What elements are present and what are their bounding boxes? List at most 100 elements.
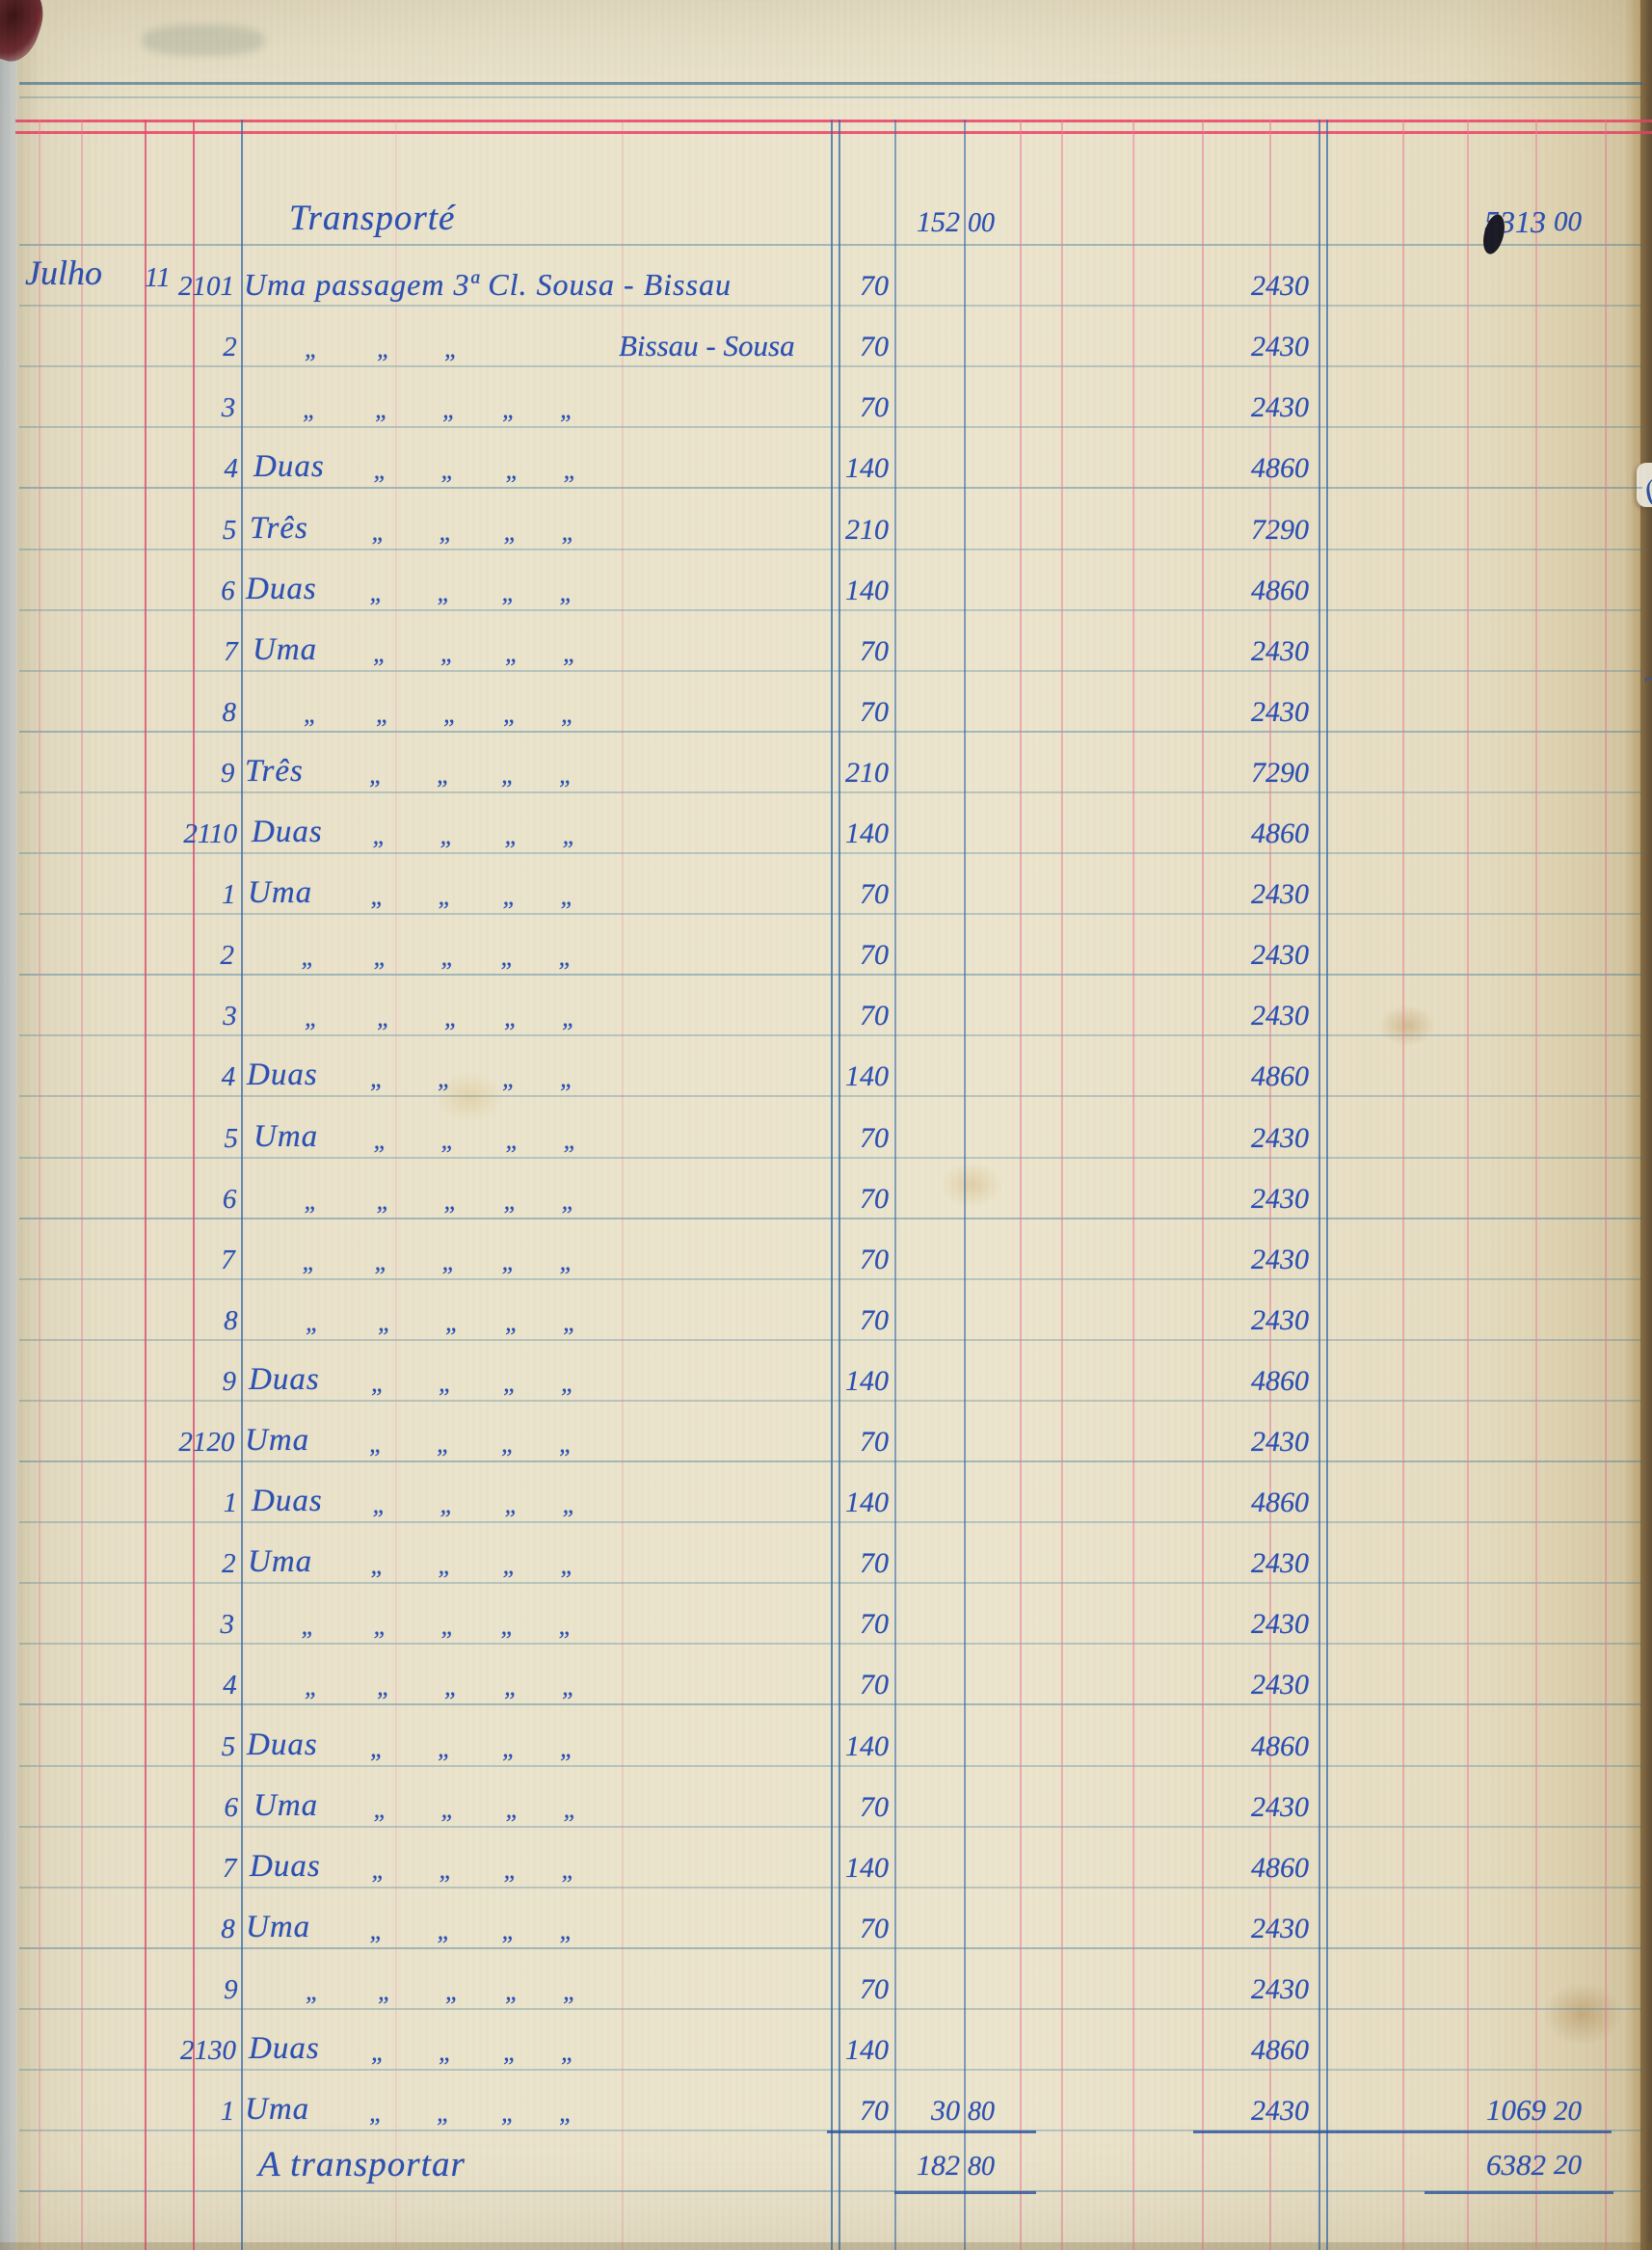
corner-ink-blotch [0,0,51,68]
row-fare: 70 [860,1243,889,1275]
row-fare: 140 [845,574,889,606]
row-fare: 70 [860,878,889,911]
row-wrd: Duas [247,1058,318,1093]
ditto-mark: „ [503,517,518,546]
ledger-row: 8 „ „ „ „ „ 70 2430 [0,1293,1652,1339]
row-wrd: Duas [252,815,323,849]
row-val: 4860 [1251,452,1309,485]
ditto-mark: „ [505,1125,520,1154]
row-fare: 140 [845,1364,889,1397]
ditto-mark: „ [441,1246,456,1275]
ditto-mark: „ [304,699,318,728]
ditto-mark: „ [559,1430,573,1458]
ditto-mark: „ [559,2099,573,2128]
day-number: 11 [145,262,171,293]
row-tkt: 1 [223,1487,238,1519]
column-rule [1605,120,1607,2250]
ledger-row: 2120 Uma „ „ „ „ 70 2430 [0,1414,1652,1460]
row-wrd: Uma [253,1787,319,1823]
column-rule [1535,120,1537,2250]
ditto-mark: „ [563,1976,577,2005]
row-val: 4860 [1251,1487,1309,1519]
ledger-row: 5 Três „ „ „ „ 210 7290 [0,502,1652,549]
row-val: 2430 [1251,1426,1309,1458]
ditto-mark: „ [445,1976,460,2005]
ditto-mark: „ [304,1186,318,1215]
ditto-mark: „ [305,1673,319,1701]
ditto-mark: „ [438,1551,452,1580]
ditto-mark: „ [376,1186,390,1215]
column-rule [81,120,83,2250]
ditto-mark: „ [504,821,519,849]
carried-forward-amount: 152 [917,206,960,238]
ditto-mark: „ [369,1430,384,1458]
row-tkt: 4 [223,1670,237,1701]
ditto-mark: „ [505,1307,520,1336]
row-val: 2430 [1251,878,1309,911]
ditto-mark: „ [561,517,575,546]
row-tkt: 2 [220,940,235,972]
ditto-mark: „ [373,456,387,485]
row-val: 4860 [1251,574,1309,606]
row-fare: 70 [860,1182,889,1215]
ditto-mark: „ [373,638,387,667]
ledger-row: 9 Três „ „ „ „ 210 7290 [0,745,1652,791]
row-fare: 70 [860,1912,889,1944]
month-label: Julho [25,254,102,292]
ledger-row: 4 „ „ „ „ „ 70 2430 [0,1657,1652,1703]
ledger-row: 2130 Duas „ „ „ „ 140 4860 [0,2022,1652,2069]
sum-underline [894,2191,1036,2194]
ledger-row: 4 Duas „ „ „ „ 140 4860 [0,441,1652,487]
row-val: 2430 [1251,1669,1309,1701]
row-val: 2430 [1251,1912,1309,1944]
row-wrd: Uma [248,1544,313,1580]
row-wrd: Três [245,753,304,789]
ditto-mark: „ [560,882,574,911]
ditto-mark: „ [561,1855,575,1884]
ditto-mark: „ [502,1064,517,1093]
row-fare: 70 [860,331,889,363]
ditto-mark: „ [561,1186,575,1215]
ditto-mark: „ [437,1915,451,1944]
row-fare: 70 [860,1121,889,1154]
ditto-mark: „ [440,1125,455,1154]
row-tkt: 9 [220,757,235,789]
column-rule [145,120,147,2250]
column-rule [1269,120,1271,2250]
ditto-mark: „ [444,335,459,363]
ditto-mark: „ [371,517,386,546]
ditto-mark: „ [559,760,573,789]
row-fare: 70 [860,1790,889,1823]
row-tkt: 6 [221,575,235,606]
row-tkt: 8 [224,1304,238,1336]
ditto-mark: „ [437,2099,451,2128]
ledger-row: 4 Duas „ „ „ „ 140 4860 [0,1049,1652,1095]
column-rule [622,120,624,2250]
row-val: 2430 [1251,1790,1309,1823]
row-tkt: 7 [221,1244,235,1275]
ditto-mark: „ [563,1307,577,1336]
ditto-mark: „ [559,577,573,606]
ditto-mark: „ [558,1612,573,1641]
column-rule [894,120,896,2250]
ditto-mark: „ [503,1186,518,1215]
ditto-mark: „ [563,1125,577,1154]
row-val: 4860 [1251,1851,1309,1884]
ditto-mark: „ [445,1307,460,1336]
ditto-mark: „ [373,943,387,972]
row-fare: 70 [860,1000,889,1032]
ledger-row: 2 „ „ „ Bissau - Sousa 70 2430 [0,319,1652,365]
ditto-mark: „ [501,1246,516,1275]
row-tkt: 9 [224,1973,238,2005]
ditto-mark: „ [505,1976,520,2005]
ditto-mark: „ [561,699,575,728]
row-fare: 70 [860,2095,889,2128]
row-val: 2430 [1251,1121,1309,1154]
ditto-mark: „ [502,1551,517,1580]
row-wrd: Uma [246,1909,311,1944]
sum-underline [1193,2130,1612,2133]
column-rule [1402,120,1404,2250]
ditto-mark: „ [369,577,384,606]
ditto-mark: „ [440,1490,454,1519]
ditto-mark: „ [438,882,452,911]
